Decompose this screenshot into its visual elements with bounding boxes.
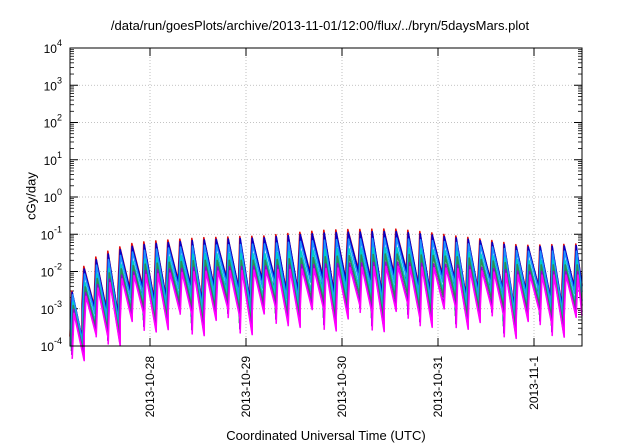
x-tick-label: 2013-10-29 — [239, 356, 253, 418]
x-tick-label: 2013-10-28 — [143, 356, 157, 418]
y-tick-label: 100 — [44, 187, 62, 205]
chart-title: /data/run/goesPlots/archive/2013-11-01/1… — [110, 18, 530, 33]
y-tick-label: 10-3 — [41, 299, 62, 317]
y-tick-label: 102 — [44, 113, 62, 131]
y-tick-label: 10-1 — [41, 224, 62, 242]
x-tick-label: 2013-10-30 — [335, 356, 349, 418]
y-tick-label: 10-4 — [41, 336, 62, 354]
y-tick-label: 10-2 — [41, 262, 62, 280]
x-tick-label: 2013-10-31 — [431, 356, 445, 418]
plot-border — [69, 47, 583, 347]
y-tick-label: 103 — [44, 75, 62, 93]
series-line — [71, 265, 583, 362]
x-axis-label: Coordinated Universal Time (UTC) — [226, 428, 426, 443]
x-tick-label: 2013-11-1 — [527, 356, 541, 410]
y-axis-label: cGy/day — [23, 172, 39, 220]
y-tick-label: 104 — [44, 38, 62, 56]
y-tick-label: 101 — [44, 150, 62, 168]
